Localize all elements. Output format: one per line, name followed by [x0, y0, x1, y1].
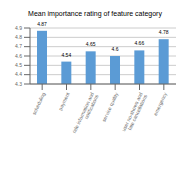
svg-text:ride information andnotificati: ride information andnotifications	[71, 91, 100, 136]
svg-text:4.3: 4.3	[15, 81, 22, 87]
svg-text:4.6: 4.6	[112, 46, 119, 52]
svg-text:4.54: 4.54	[61, 52, 71, 58]
svg-text:user no-shows andlate cancella: user no-shows andlate cancellations	[120, 91, 148, 134]
svg-text:4.7: 4.7	[15, 43, 22, 49]
html-text:Mean importance rating of feat: Mean importance rating of feature catego…	[28, 10, 162, 17]
svg-text:4.9: 4.9	[15, 25, 22, 31]
svg-text:4.65: 4.65	[86, 41, 96, 47]
svg-text:4.78: 4.78	[159, 29, 169, 35]
svg-text:service quality: service quality	[100, 91, 119, 123]
svg-text:4.66: 4.66	[134, 40, 144, 46]
svg-text:payment: payment	[57, 91, 71, 111]
svg-text:emergency: emergency	[152, 91, 168, 116]
svg-text:4.87: 4.87	[37, 21, 47, 27]
svg-text:4.6: 4.6	[15, 53, 22, 59]
svg-text:4.4: 4.4	[15, 71, 22, 77]
svg-text:scheduling: scheduling	[31, 91, 47, 115]
svg-text:4.8: 4.8	[15, 34, 22, 40]
svg-text:4.5: 4.5	[15, 62, 22, 68]
